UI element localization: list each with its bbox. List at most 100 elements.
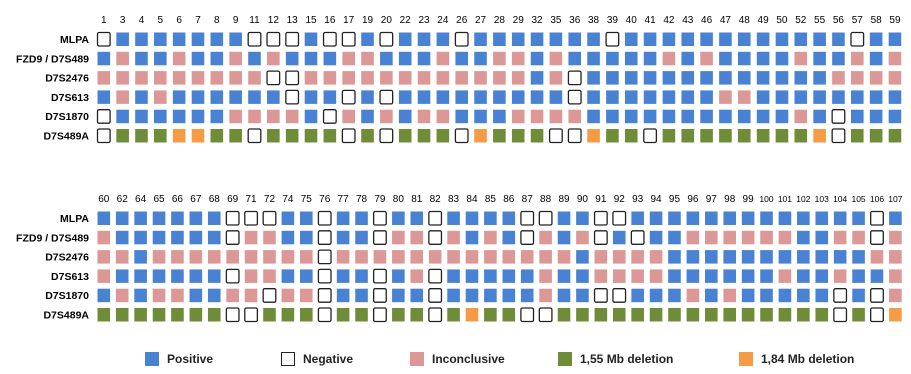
column-number: 48 [739, 15, 751, 26]
cell-positive [700, 109, 713, 124]
cell-inconclusive [229, 109, 242, 124]
column-number: 11 [249, 15, 260, 26]
legend-item-deletion-1-84mb: 1,84 Mb deletion [739, 352, 854, 366]
cell-negative [372, 288, 387, 303]
cell-inconclusive [539, 269, 552, 283]
cell-positive [557, 269, 571, 283]
cell-positive [719, 71, 732, 85]
column-number: 58 [871, 15, 883, 26]
cell-positive [549, 90, 563, 104]
cell-positive [484, 269, 497, 283]
column-number: 29 [513, 15, 525, 26]
column-number: 78 [356, 194, 368, 205]
column-number: 62 [117, 194, 129, 205]
cell-positive [557, 211, 571, 225]
cell-inconclusive [281, 288, 295, 303]
cell-deletion-1-55mb [447, 308, 460, 322]
cell-positive [624, 90, 638, 104]
cell-inconclusive [833, 230, 847, 245]
cell-inconclusive [888, 51, 902, 66]
cell-inconclusive [410, 269, 424, 283]
cell-positive [815, 269, 829, 283]
cell-positive [474, 32, 487, 46]
column-number: 64 [135, 194, 147, 205]
cell-positive [455, 109, 469, 124]
cell-positive [484, 211, 497, 225]
column-number: 84 [466, 194, 478, 205]
cell-negative [593, 288, 608, 303]
cell-positive [705, 211, 718, 225]
cell-deletion-1-55mb [285, 129, 299, 143]
cell-positive [189, 211, 203, 225]
cell-inconclusive [436, 71, 450, 85]
cell-positive [557, 288, 571, 303]
cell-positive [191, 51, 205, 66]
cell-negative [831, 109, 846, 124]
cell-deletion-1-55mb [229, 129, 242, 143]
cell-negative [538, 307, 553, 323]
cell-inconclusive [686, 288, 700, 303]
column-number: 65 [153, 194, 165, 205]
cell-inconclusive [428, 250, 442, 264]
legend: Positive Negative Inconclusive 1,55 Mb d… [0, 352, 911, 374]
legend-swatch-deletion-1-55mb [558, 352, 572, 366]
cell-positive [210, 90, 224, 104]
cell-inconclusive [263, 230, 276, 245]
cell-positive [643, 90, 657, 104]
cell-positive [323, 51, 337, 66]
cell-negative [341, 128, 356, 144]
cell-inconclusive [304, 71, 318, 85]
cell-deletion-1-55mb [189, 308, 203, 322]
cell-positive [493, 90, 506, 104]
cell-positive [207, 288, 221, 303]
row-label-d7s1870: D7S1870 [45, 290, 89, 302]
cell-positive [668, 288, 681, 303]
column-number: 76 [319, 194, 331, 205]
cell-inconclusive [484, 230, 497, 245]
row-label-mlpa: MLPA [60, 213, 89, 225]
cell-negative [96, 109, 111, 124]
cell-positive [737, 109, 751, 124]
cell-inconclusive [594, 269, 608, 283]
cell-inconclusive [889, 269, 902, 283]
cell-positive [281, 230, 295, 245]
cell-positive [681, 32, 695, 46]
column-number: 15 [305, 15, 317, 26]
cell-positive [832, 90, 845, 104]
cell-inconclusive [417, 109, 431, 124]
row-label-mlpa: MLPA [60, 34, 89, 46]
cell-inconclusive [576, 230, 589, 245]
cell-inconclusive [191, 71, 205, 85]
cell-inconclusive [869, 71, 883, 85]
cell-deletion-1-55mb [207, 308, 221, 322]
cell-negative [454, 128, 469, 144]
cell-positive [775, 71, 789, 85]
cell-positive [135, 109, 148, 124]
cell-negative [372, 307, 387, 323]
cell-negative [567, 128, 582, 144]
cell-positive [889, 211, 902, 225]
column-number: 77 [338, 194, 350, 205]
cell-positive [624, 32, 638, 46]
cell-positive [392, 269, 405, 283]
cell-positive [852, 250, 865, 264]
cell-deletion-1-55mb [594, 308, 608, 322]
cell-positive [97, 211, 111, 225]
cell-positive [191, 32, 205, 46]
cell-deletion-1-55mb [530, 129, 544, 143]
column-number: 79 [374, 194, 386, 205]
cell-negative [548, 128, 563, 144]
cell-positive [502, 269, 516, 283]
cell-inconclusive [484, 250, 497, 264]
cell-positive [380, 51, 393, 66]
panel-1: 1 3 4 5 6 7 8 9 11 12 13 15 16 17 19 20 22 23 24 26 27 28 29 32… [16, 15, 902, 144]
column-number: 86 [503, 194, 515, 205]
cell-positive [189, 269, 203, 283]
cell-inconclusive [723, 230, 737, 245]
cell-positive [741, 211, 755, 225]
cell-positive [813, 71, 826, 85]
cell-positive [304, 51, 318, 66]
column-number: 60 [98, 194, 110, 205]
cell-positive [511, 90, 525, 104]
